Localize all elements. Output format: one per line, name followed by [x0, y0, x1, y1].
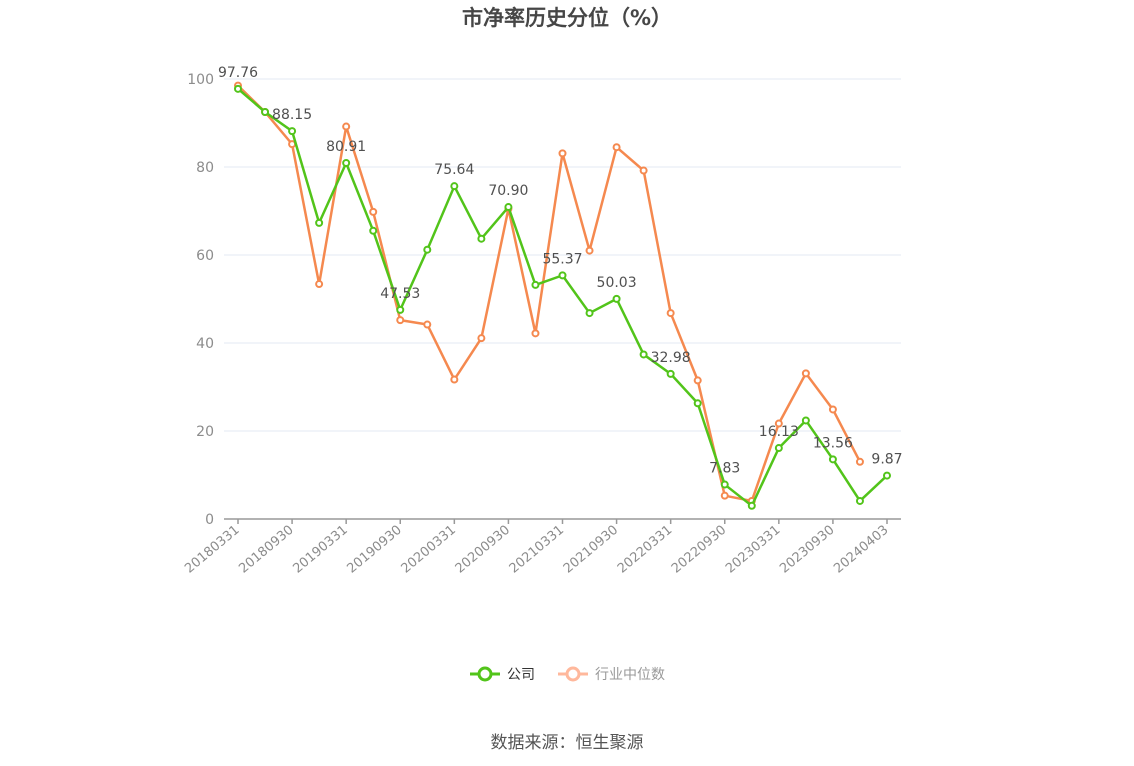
data-label: 32.98 — [651, 350, 691, 366]
data-point-marker — [828, 455, 837, 464]
data-label: 75.64 — [434, 162, 474, 178]
series-lines — [234, 81, 891, 510]
line-marker-icon — [558, 666, 588, 682]
data-point-marker — [666, 309, 675, 318]
legend-item-industry-median[interactable]: 行业中位数 — [557, 664, 665, 684]
data-point-marker — [774, 419, 783, 428]
data-point-marker — [504, 203, 513, 212]
legend: 公司 行业中位数 — [0, 664, 1134, 684]
y-tick-label: 100 — [187, 72, 214, 88]
data-label: 9.87 — [871, 452, 902, 468]
data-label: 55.37 — [542, 251, 582, 267]
data-point-marker — [396, 305, 405, 314]
data-labels: 97.76 88.15 80.91 47.53 75.64 70.90 55.37 50.03… — [218, 65, 903, 477]
data-label: 80.91 — [326, 139, 366, 155]
data-point-marker — [531, 280, 540, 289]
data-point-marker — [342, 122, 351, 131]
data-point-marker — [855, 496, 864, 505]
data-point-marker — [450, 182, 459, 191]
data-point-marker — [693, 399, 702, 408]
data-point-marker — [315, 218, 324, 227]
data-point-marker — [369, 207, 378, 216]
data-label: 70.90 — [488, 183, 528, 199]
y-tick-label: 40 — [196, 336, 214, 352]
x-tick-label: 20220331 — [615, 523, 675, 577]
data-point-marker — [342, 158, 351, 167]
x-tick-label: 20180331 — [182, 523, 242, 577]
data-source-note: 数据来源：恒生聚源 — [490, 733, 644, 753]
data-point-marker — [261, 108, 270, 116]
data-point-marker — [774, 444, 783, 453]
data-point-marker — [693, 376, 702, 385]
data-point-marker — [369, 226, 378, 235]
data-point-marker — [801, 416, 810, 425]
data-point-marker — [585, 309, 594, 318]
y-tick-label: 20 — [196, 424, 214, 440]
data-point-marker — [585, 246, 594, 255]
data-point-marker — [423, 320, 432, 329]
legend-label-company: 公司 — [507, 667, 535, 683]
data-point-marker — [747, 501, 756, 510]
data-point-marker — [855, 457, 864, 466]
grid-lines — [224, 78, 901, 432]
data-label: 13.56 — [813, 435, 853, 451]
data-point-marker — [450, 375, 459, 384]
data-point-marker — [612, 143, 621, 152]
data-point-marker — [720, 480, 729, 489]
data-label: 16.13 — [759, 424, 799, 440]
data-label: 97.76 — [218, 65, 258, 81]
data-label: 7.83 — [709, 461, 740, 477]
series-line — [237, 84, 862, 503]
x-tick-label: 20190930 — [344, 523, 404, 577]
data-point-marker — [666, 369, 675, 378]
data-point-marker — [828, 405, 837, 414]
data-point-marker — [883, 471, 891, 480]
data-point-marker — [558, 271, 567, 280]
y-tick-label: 60 — [196, 248, 214, 264]
x-axis-ticks: 2018033120180930201903312019093020200331… — [182, 519, 892, 577]
data-point-marker — [288, 127, 297, 136]
data-point-marker — [531, 329, 540, 338]
data-label: 47.53 — [380, 286, 420, 302]
x-tick-label: 20230331 — [723, 523, 783, 577]
x-tick-label: 20190331 — [290, 523, 350, 577]
x-tick-label: 20180930 — [236, 523, 296, 577]
data-point-marker — [234, 84, 242, 93]
x-tick-label: 20220930 — [669, 523, 729, 577]
line-marker-icon — [470, 666, 500, 682]
data-point-marker — [558, 149, 567, 158]
data-point-marker — [639, 166, 648, 175]
data-point-marker — [477, 334, 486, 343]
data-label: 88.15 — [272, 107, 312, 123]
legend-item-company[interactable]: 公司 — [469, 664, 535, 684]
y-axis-ticks: 0 20 40 60 80 100 — [187, 72, 214, 528]
series-industry-median — [234, 81, 864, 505]
x-tick-label: 20230930 — [777, 523, 837, 577]
data-label: 50.03 — [597, 275, 637, 291]
x-tick-label: 20200331 — [399, 523, 459, 577]
data-point-marker — [720, 491, 729, 500]
legend-label-industry-median: 行业中位数 — [595, 667, 665, 683]
x-tick-label: 20240403 — [831, 523, 891, 577]
x-tick-label: 20210930 — [561, 523, 621, 577]
chart-title: 市净率历史分位（%） — [461, 6, 673, 30]
data-point-marker — [315, 280, 324, 289]
y-tick-label: 80 — [196, 160, 214, 176]
x-tick-label: 20200930 — [453, 523, 513, 577]
y-tick-label: 0 — [205, 512, 214, 528]
x-tick-label: 20210331 — [507, 523, 567, 577]
data-point-marker — [396, 316, 405, 325]
data-point-marker — [612, 294, 621, 303]
data-point-marker — [423, 245, 432, 254]
data-point-marker — [639, 350, 648, 359]
series-company — [234, 84, 891, 510]
data-point-marker — [477, 234, 486, 243]
data-point-marker — [801, 369, 810, 378]
